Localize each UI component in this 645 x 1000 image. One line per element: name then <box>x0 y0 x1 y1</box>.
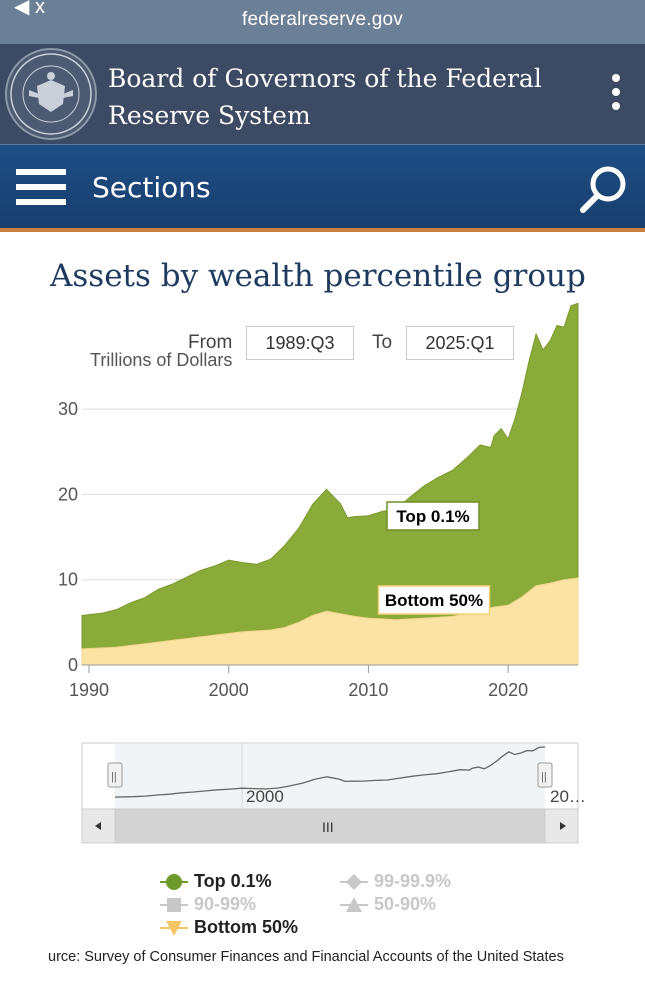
top-0.1-label: Top 0.1% <box>396 507 469 526</box>
svg-text:||: || <box>111 771 117 783</box>
page-title: Assets by wealth percentile group <box>50 258 586 294</box>
sections-nav[interactable]: Sections <box>0 144 645 229</box>
scrollbar-grip: III <box>322 819 334 835</box>
more-options-icon[interactable] <box>606 74 626 116</box>
sections-label[interactable]: Sections <box>92 171 211 204</box>
range-to-label: To <box>372 332 393 353</box>
legend-label[interactable]: 50-90% <box>374 894 437 914</box>
url-text[interactable]: federalreserve.gov <box>242 9 403 30</box>
bottom-50-area[interactable] <box>81 577 579 666</box>
legend-label[interactable]: Top 0.1% <box>194 871 272 891</box>
scroll-left-arrow-icon[interactable] <box>95 822 101 830</box>
navigator-year-label: 2000 <box>246 787 284 806</box>
legend-item-0[interactable]: Top 0.1% <box>160 871 272 892</box>
range-to-input[interactable]: 2025:Q1 <box>406 326 514 360</box>
legend-item-4[interactable]: Bottom 50% <box>160 917 298 938</box>
top-0.1-label-box <box>386 501 480 531</box>
legend-item-1[interactable]: 99-99.9% <box>340 871 451 892</box>
chart-navigator[interactable]: 2000 20… || || III <box>0 735 645 855</box>
legend-label[interactable]: 90-99% <box>194 894 257 914</box>
y-tick-label: 10 <box>58 570 78 590</box>
scroll-right-arrow-icon[interactable] <box>560 822 566 830</box>
legend-item-2[interactable]: 90-99% <box>160 894 256 915</box>
navigator-selection <box>115 743 545 809</box>
browser-url-bar[interactable]: ◀ x federalreserve.gov <box>0 0 645 44</box>
square-icon <box>160 897 188 912</box>
y-tick-label: 0 <box>68 655 78 675</box>
triangle-icon <box>340 896 368 912</box>
legend-item-3[interactable]: 50-90% <box>340 894 436 915</box>
x-tick-label: 1990 <box>69 680 109 700</box>
source-note: urce: Survey of Consumer Finances and Fi… <box>48 949 564 965</box>
navigator-line <box>114 746 546 798</box>
legend-label[interactable]: Bottom 50% <box>194 917 299 937</box>
site-header: Board of Governors of the Federal Reserv… <box>0 44 645 144</box>
bottom-50-label-box <box>377 585 491 615</box>
legend-label[interactable]: 99-99.9% <box>374 871 452 891</box>
y-tick-label: 30 <box>58 399 78 419</box>
navigator-end-label: 20… <box>550 787 586 806</box>
site-title[interactable]: Board of Governors of the Federal Reserv… <box>108 64 542 130</box>
accent-divider <box>0 228 645 232</box>
diamond-icon <box>340 873 368 890</box>
back-icon[interactable]: ◀ x <box>14 0 45 18</box>
x-tick-label: 2010 <box>348 680 388 700</box>
svg-text:||: || <box>541 771 547 783</box>
x-tick-label: 2000 <box>209 680 249 700</box>
y-axis-unit-label: Trillions of Dollars <box>90 350 233 370</box>
circle-icon <box>160 873 188 890</box>
navigator-left-handle[interactable] <box>107 762 123 788</box>
hamburger-menu-icon[interactable] <box>16 169 66 207</box>
triangle-down-icon <box>160 920 188 936</box>
y-tick-label: 20 <box>58 484 78 504</box>
navigator-scrollbar-thumb[interactable] <box>114 808 546 844</box>
navigator-right-handle[interactable] <box>537 762 553 788</box>
federal-reserve-seal-icon[interactable] <box>5 48 97 140</box>
range-from-input[interactable]: 1989:Q3 <box>246 326 354 360</box>
search-icon[interactable] <box>578 163 630 215</box>
bottom-50-label: Bottom 50% <box>385 591 483 610</box>
x-tick-label: 2020 <box>488 680 528 700</box>
